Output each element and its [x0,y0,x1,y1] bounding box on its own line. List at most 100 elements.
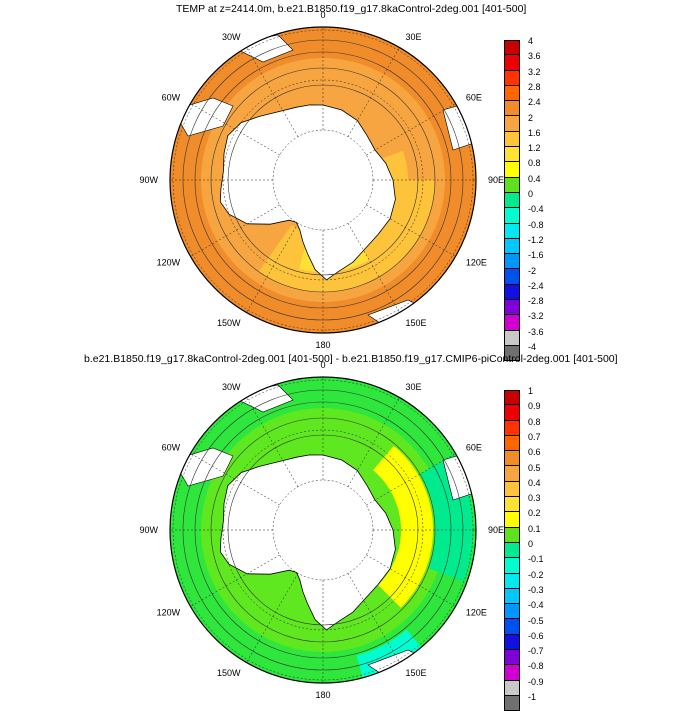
colorbar-tick-label: 0.8 [528,416,541,427]
meridian-line [347,223,400,313]
colorbar-swatch [504,85,520,102]
colorbar-tick-label: -2.4 [528,280,544,291]
colorbar-tick-label: -0.5 [528,615,544,626]
colorbar-tick-label: 0.7 [528,431,541,442]
colorbar-tick-label: -4 [528,342,537,352]
colorbar-tick-label: 0.1 [528,523,541,534]
colorbar-tick-label: 3.2 [528,66,541,77]
longitude-label: 90W [139,525,158,535]
colorbar-swatch [504,558,520,574]
colorbar-tick-label: -0.9 [528,676,544,687]
map-border [169,376,477,684]
colorbar-tick-label: 0.8 [528,158,541,169]
colorbar-tick-label: -0.1 [528,554,544,565]
longitude-label: 0 [320,10,325,20]
meridian-line [246,47,299,137]
longitude-label: 180 [315,690,330,700]
colorbar-swatch [504,269,520,285]
colorbar-tick-label: 0.3 [528,493,541,504]
colorbar-swatch [504,162,520,178]
colorbar-tick-label: 0.6 [528,447,541,458]
colorbar-swatch [504,390,520,406]
colorbar-swatch [504,435,520,452]
colorbar-swatch [504,497,520,513]
colorbar-tick-label: 0.2 [528,508,541,519]
colorbar-tick-label: 0.5 [528,462,541,473]
map-panel-top: TEMP at z=2414.0m, b.e21.B1850.f19_g17.8… [0,0,700,362]
colorbar-swatch [504,695,520,711]
meridian-line [366,453,456,506]
ocean-field [170,377,476,683]
colorbar-swatch [504,101,520,117]
colorbar-swatch [504,70,520,86]
colorbar [504,390,520,711]
meridian-line [347,47,400,137]
colorbar-tick-label: 0.9 [528,401,541,412]
longitude-label: 60W [162,443,181,453]
colorbar-swatch [504,131,520,148]
meridian-line [246,573,299,663]
colorbar [504,40,520,362]
colorbar-tick-label: -3.6 [528,326,544,337]
colorbar-swatch [504,588,520,605]
colorbar-swatch [504,116,520,132]
meridian-line [347,573,400,663]
colorbar-swatch [504,466,520,482]
colorbar-swatch [504,147,520,163]
colorbar-swatch [504,604,520,620]
map-panel-bottom: b.e21.B1850.f19_g17.8kaControl-2deg.001 … [0,350,700,711]
colorbar-swatch [504,238,520,255]
colorbar-swatch [504,405,520,421]
meridian-line [190,103,280,156]
colorbar-tick-label: -0.3 [528,584,544,595]
longitude-label: 90E [488,525,504,535]
longitude-label: 150W [217,668,241,678]
colorbar-tick-label: -0.4 [528,600,544,611]
colorbar-tick-label: 1.2 [528,143,541,154]
colorbar-tick-label: -0.8 [528,219,544,230]
colorbar-swatch [504,177,520,193]
panel-title: b.e21.B1850.f19_g17.8kaControl-2deg.001 … [84,353,618,365]
polar-map: 0 30E 60E 90E 120E 150E 180 150W 120W 90W 60W 30W [139,10,504,350]
meridian-line [190,204,280,257]
meridian-line [347,397,400,487]
colorbar-swatch [504,680,520,696]
colorbar-tick-label: -1.6 [528,250,544,261]
longitude-label: 150E [406,668,427,678]
colorbar-swatch [504,315,520,331]
colorbar-tick-label: -1 [528,692,537,702]
longitude-label: 60E [466,93,482,103]
colorbar-tick-label: 2.4 [528,97,541,108]
longitude-label: 30E [406,382,422,392]
colorbar-swatch [504,420,520,436]
colorbar-tick-label: 2.8 [528,81,541,92]
ocean-field [170,27,476,333]
colorbar-tick-label: 1 [528,386,534,396]
colorbar-swatch [504,254,520,270]
longitude-label: 150E [406,318,427,328]
longitude-label: 120W [157,258,181,268]
colorbar-tick-label: -0.6 [528,630,544,641]
colorbar-swatch [504,527,520,543]
colorbar-swatch [504,634,520,651]
meridian-line [366,103,456,156]
longitude-label: 90W [139,175,158,185]
colorbar-tick-label: 0 [528,189,534,199]
colorbar-swatch [504,192,520,209]
colorbar-swatch [504,542,520,559]
colorbar-swatch [504,451,520,467]
longitude-label: 90E [488,175,504,185]
colorbar-swatch [504,481,520,498]
longitude-label: 120W [157,608,181,618]
meridian-line [366,204,456,257]
meridian-line [246,397,299,487]
yellow-band [373,445,434,608]
colorbar-swatch [504,300,520,316]
longitude-label: 30W [222,382,241,392]
meridian-line [366,554,456,607]
longitude-label: 30E [406,32,422,42]
colorbar-swatch [504,665,520,681]
longitude-label: 60E [466,443,482,453]
colorbar-swatch [504,223,520,239]
longitude-label: 0 [320,360,325,370]
